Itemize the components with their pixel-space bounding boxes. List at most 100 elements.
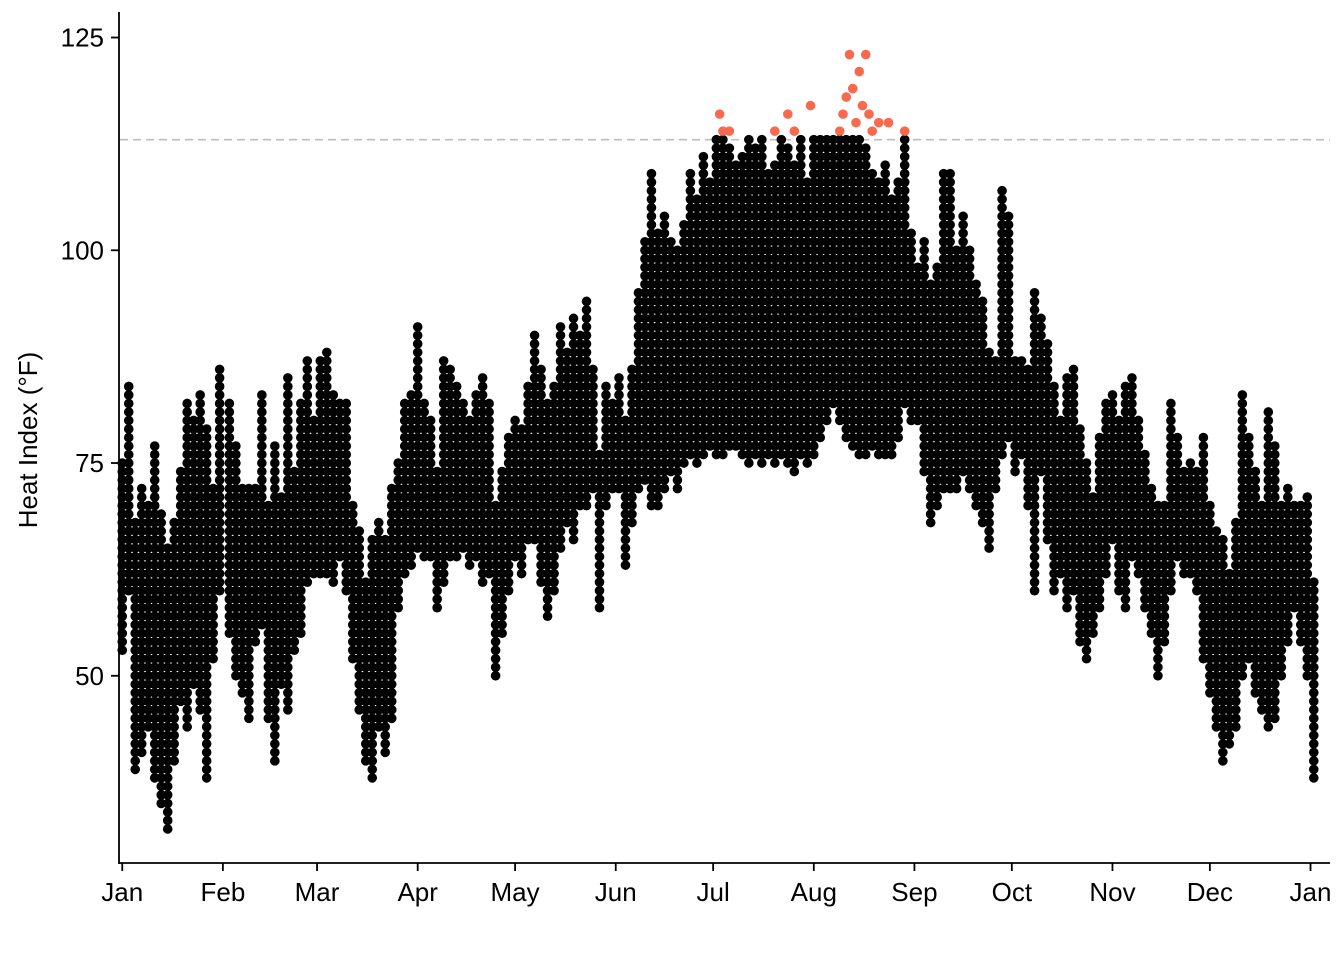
extreme-data-point <box>770 126 780 136</box>
data-point <box>201 670 212 681</box>
data-point <box>257 432 267 443</box>
data-point <box>1308 679 1319 690</box>
data-point <box>257 390 267 400</box>
data-point <box>231 441 241 451</box>
data-point <box>1049 381 1059 392</box>
data-point <box>257 475 267 485</box>
data-point <box>354 560 365 570</box>
data-point <box>341 449 352 460</box>
data-point <box>1003 313 1014 324</box>
data-point <box>1302 509 1313 519</box>
data-point <box>1029 577 1040 587</box>
data-point <box>627 517 637 528</box>
data-point <box>536 373 546 383</box>
data-point <box>1003 288 1014 298</box>
data-point <box>1003 228 1014 239</box>
data-point <box>432 585 442 596</box>
data-point <box>984 534 994 545</box>
data-point <box>1068 407 1079 417</box>
data-point <box>195 407 205 417</box>
data-point <box>438 356 449 366</box>
data-point <box>1224 739 1235 749</box>
data-point <box>1218 543 1228 553</box>
data-point <box>919 262 929 273</box>
data-point <box>1094 585 1105 596</box>
data-point <box>412 356 423 366</box>
data-point <box>945 211 955 222</box>
data-point <box>601 500 611 511</box>
data-point <box>1140 458 1150 468</box>
data-point <box>1263 432 1274 443</box>
data-point <box>484 449 494 460</box>
data-point <box>627 500 637 511</box>
data-point <box>354 526 365 536</box>
data-point <box>497 602 507 613</box>
data-point <box>1029 305 1040 315</box>
data-point <box>380 722 391 732</box>
data-point <box>195 415 205 426</box>
data-point <box>123 483 134 494</box>
data-point <box>1159 602 1170 613</box>
data-point <box>1068 364 1079 375</box>
data-point <box>1172 449 1183 460</box>
data-point <box>283 424 293 434</box>
data-point <box>1140 466 1150 477</box>
data-point <box>451 390 462 400</box>
data-point <box>1075 424 1085 434</box>
data-point <box>516 568 527 579</box>
data-point <box>1270 449 1280 460</box>
data-point <box>201 662 212 673</box>
data-point <box>627 509 637 519</box>
data-point <box>477 381 488 392</box>
data-point <box>1244 449 1254 460</box>
data-point <box>321 373 332 383</box>
data-point <box>1270 483 1280 494</box>
data-point <box>296 628 306 639</box>
data-point <box>354 543 365 553</box>
data-point <box>321 356 332 366</box>
data-point <box>1237 407 1248 417</box>
data-point <box>945 185 955 196</box>
data-point <box>659 475 670 485</box>
x-axis: Jan Feb Mar Apr May Jun Jul Aug Sep Oct Nov Dec Jan <box>101 862 1331 907</box>
data-point <box>1146 492 1157 502</box>
data-point <box>162 824 173 834</box>
data-point <box>1003 347 1014 358</box>
data-point <box>224 432 235 443</box>
data-point <box>1075 432 1085 443</box>
data-point <box>1127 373 1137 383</box>
data-point <box>588 424 598 434</box>
data-point <box>555 339 566 349</box>
data-point <box>899 143 910 153</box>
extreme-data-point <box>838 109 848 119</box>
data-point <box>412 364 423 375</box>
data-point <box>659 228 670 239</box>
x-tick-label: Apr <box>397 877 438 907</box>
data-point <box>497 628 507 639</box>
data-point <box>1250 466 1261 477</box>
data-point <box>341 441 352 451</box>
data-point <box>182 398 192 409</box>
data-point <box>1003 339 1014 349</box>
data-point <box>555 322 566 332</box>
data-point <box>893 424 903 434</box>
data-point <box>354 534 365 545</box>
data-point <box>1237 424 1248 434</box>
data-point <box>757 151 767 162</box>
data-point <box>283 705 293 715</box>
data-point <box>770 458 780 468</box>
data-point <box>136 483 147 494</box>
data-point <box>244 653 254 664</box>
data-point <box>484 398 494 409</box>
data-point <box>283 688 293 698</box>
data-point <box>1244 432 1254 443</box>
data-point <box>549 551 559 562</box>
data-point <box>1029 526 1040 536</box>
data-point <box>529 356 540 366</box>
data-point <box>182 722 192 732</box>
data-point <box>1088 611 1098 622</box>
data-point <box>484 424 494 434</box>
data-point <box>231 475 241 485</box>
data-point <box>386 611 397 622</box>
data-point <box>214 381 225 392</box>
